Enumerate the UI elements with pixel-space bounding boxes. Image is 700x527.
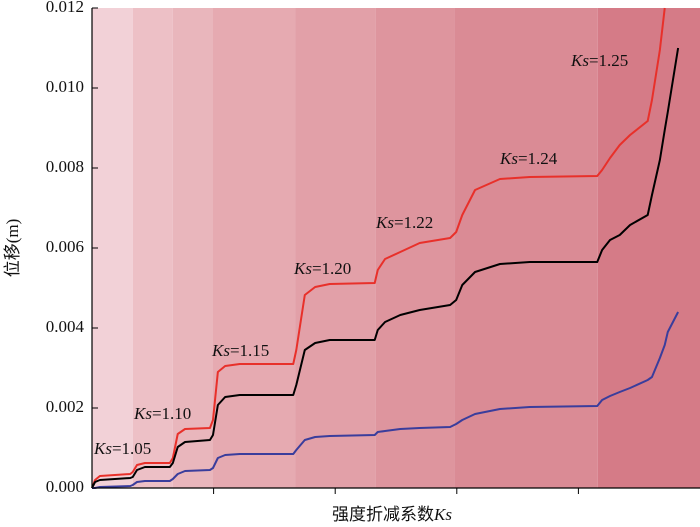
stage-annotation: Ks=1.22 — [375, 213, 433, 232]
series-line — [91, 47, 680, 489]
x-axis-label: 强度折减系数Ks — [332, 505, 452, 524]
stage-annotation: Ks=1.20 — [293, 259, 351, 278]
y-tick-label: 0.008 — [46, 157, 84, 176]
stage-bands — [92, 8, 700, 488]
stage-annotation: Ks=1.15 — [211, 341, 269, 360]
stage-band — [132, 8, 173, 488]
stage-band — [597, 8, 700, 488]
y-axis-label: 位移(m) — [3, 219, 22, 278]
stage-annotation: Ks=1.05 — [93, 439, 151, 458]
y-tick-label: 0.000 — [46, 477, 84, 496]
lines — [91, 7, 680, 489]
stage-band — [375, 8, 455, 488]
series-line — [92, 311, 679, 489]
stage-annotation: Ks=1.25 — [570, 51, 628, 70]
stage-band — [92, 8, 133, 488]
stage-band — [172, 8, 213, 488]
stage-band — [454, 8, 598, 488]
y-tick-label: 0.002 — [46, 397, 84, 416]
stage-band — [212, 8, 296, 488]
series-line — [91, 7, 666, 489]
y-tick-label: 0.010 — [46, 77, 84, 96]
y-tick-label: 0.004 — [46, 317, 85, 336]
stage-annotation: Ks=1.24 — [499, 149, 558, 168]
y-tick-label: 0.006 — [46, 237, 84, 256]
y-tick-label: 0.012 — [46, 0, 84, 16]
stage-annotation: Ks=1.10 — [133, 404, 191, 423]
stage-band — [295, 8, 376, 488]
